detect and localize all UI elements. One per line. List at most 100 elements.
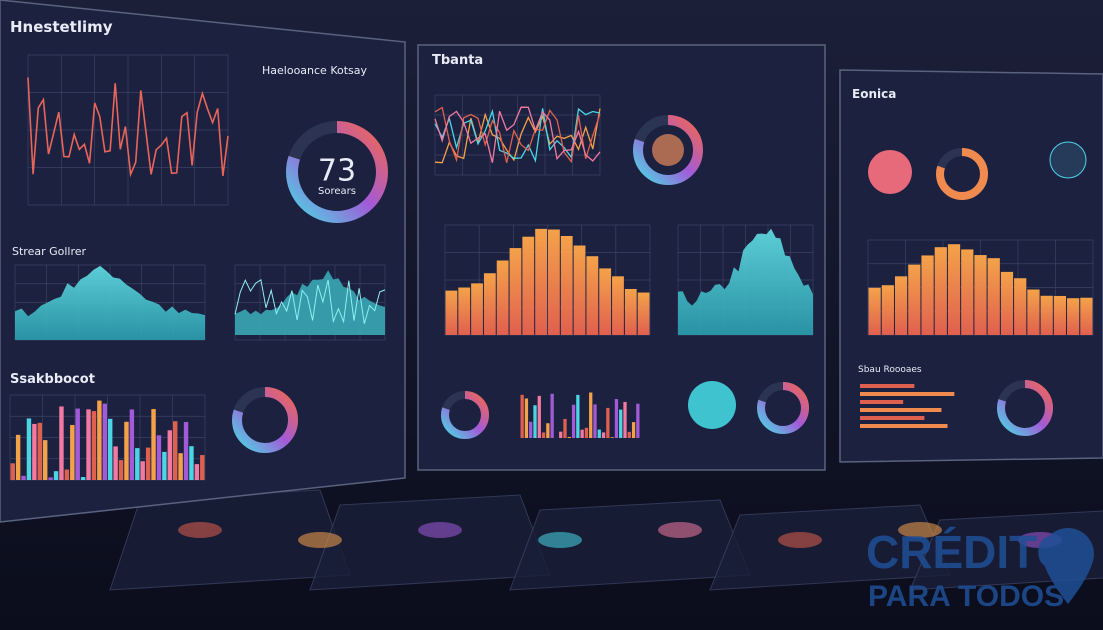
decor-ring [633, 115, 703, 185]
decor-bar [573, 245, 586, 335]
decor-bar [1080, 297, 1093, 335]
section-title: Sbau Roooaes [858, 365, 922, 375]
decor-bar [97, 400, 102, 480]
decor-bar [1040, 295, 1053, 335]
decor-bar [636, 403, 640, 438]
decor-bar [584, 427, 589, 438]
decor-bar [124, 421, 129, 480]
decor-hbar [860, 424, 948, 428]
decor-bar [961, 249, 974, 335]
decor [109, 489, 1103, 591]
decor-bar [1014, 278, 1027, 335]
decor-hbar [860, 408, 942, 412]
decor-bar [471, 283, 483, 335]
section-title: Strear Gollrer [12, 245, 87, 258]
decor-bar [1053, 295, 1067, 335]
watermark-line2: PARA TODOS [868, 580, 1064, 613]
decor-bar [173, 421, 178, 480]
decor-bar [445, 290, 458, 335]
decor-bar [974, 255, 987, 335]
panel-title: Tbanta [432, 53, 483, 68]
decor-bar [947, 244, 961, 335]
decor-bar [135, 448, 140, 480]
decor-bar [48, 477, 53, 480]
decor-dot [652, 134, 684, 166]
decor-area [15, 265, 205, 340]
decor-bar [483, 273, 496, 335]
decor-bar [537, 395, 541, 438]
decor-bar [921, 255, 934, 335]
decor-bar [26, 418, 32, 480]
decor-dot [868, 150, 912, 194]
floor-tile [309, 494, 551, 591]
decor-bar [631, 422, 636, 438]
decor-bar [151, 409, 156, 480]
panel-title: Eonica [852, 87, 896, 101]
decor-bar [80, 477, 86, 480]
decor-bar [894, 276, 908, 335]
decor-bar [75, 408, 80, 480]
decor-bar [178, 453, 183, 480]
floor-glow [658, 522, 702, 538]
decor-bar [194, 464, 200, 480]
decor-bar [934, 247, 947, 335]
floor-glow [178, 522, 222, 538]
decor-hbar [860, 416, 925, 420]
decor-ring [441, 391, 489, 439]
decor-area [678, 228, 813, 335]
decor-dot [1049, 141, 1087, 179]
decor-bar [606, 407, 610, 438]
decor-bar [64, 469, 70, 480]
decor-line [434, 106, 601, 163]
decor-bar [70, 424, 75, 480]
decor-bar [619, 409, 623, 438]
floor-glow [778, 532, 822, 548]
decor-bar [601, 432, 606, 438]
decor-bar [550, 393, 554, 438]
decor-bar [610, 437, 614, 438]
decor-bar [1067, 298, 1080, 335]
decor-bar [535, 228, 547, 335]
decor-ring [997, 380, 1053, 436]
decor-bar [10, 463, 15, 480]
decor-line [27, 77, 229, 178]
decor-ring [757, 382, 809, 434]
decor-bar [597, 429, 601, 438]
decor-bar [53, 471, 59, 480]
decor-bar [589, 392, 593, 438]
decor-bar [156, 435, 162, 480]
gauge-caption: Sorears [318, 186, 356, 197]
gauge-header: Haelooance Kotsay [262, 64, 368, 77]
decor-ring [936, 148, 988, 200]
decor-bar [167, 430, 172, 480]
pin-icon [1042, 528, 1094, 604]
decor-line [434, 108, 601, 164]
decor-bar [623, 401, 627, 438]
decor-bar [637, 292, 650, 335]
floor-glow [418, 522, 462, 538]
charts [9, 54, 1094, 481]
decor-bar [576, 394, 580, 438]
decor-bar [624, 288, 637, 335]
decor-bar [145, 447, 151, 480]
watermark: CRÉDITO PARA TODOS [866, 526, 1094, 613]
decor-bar [612, 276, 624, 335]
decor-bar [593, 404, 597, 438]
decor-bar [118, 460, 124, 480]
floor-glow [538, 532, 582, 548]
decor-bar [15, 434, 21, 480]
decor-bar [548, 229, 560, 335]
decor-bar [162, 451, 167, 480]
decor-bar [614, 399, 619, 438]
decor-bar [987, 258, 1000, 335]
decor-bar [129, 409, 135, 480]
decor-bar [1027, 289, 1040, 335]
decor-bar [520, 394, 524, 438]
decor-bar [580, 429, 584, 438]
decor-bar [567, 436, 571, 438]
floor-glow [298, 532, 342, 548]
decor-bar [529, 421, 533, 438]
decor-bar [627, 431, 631, 438]
